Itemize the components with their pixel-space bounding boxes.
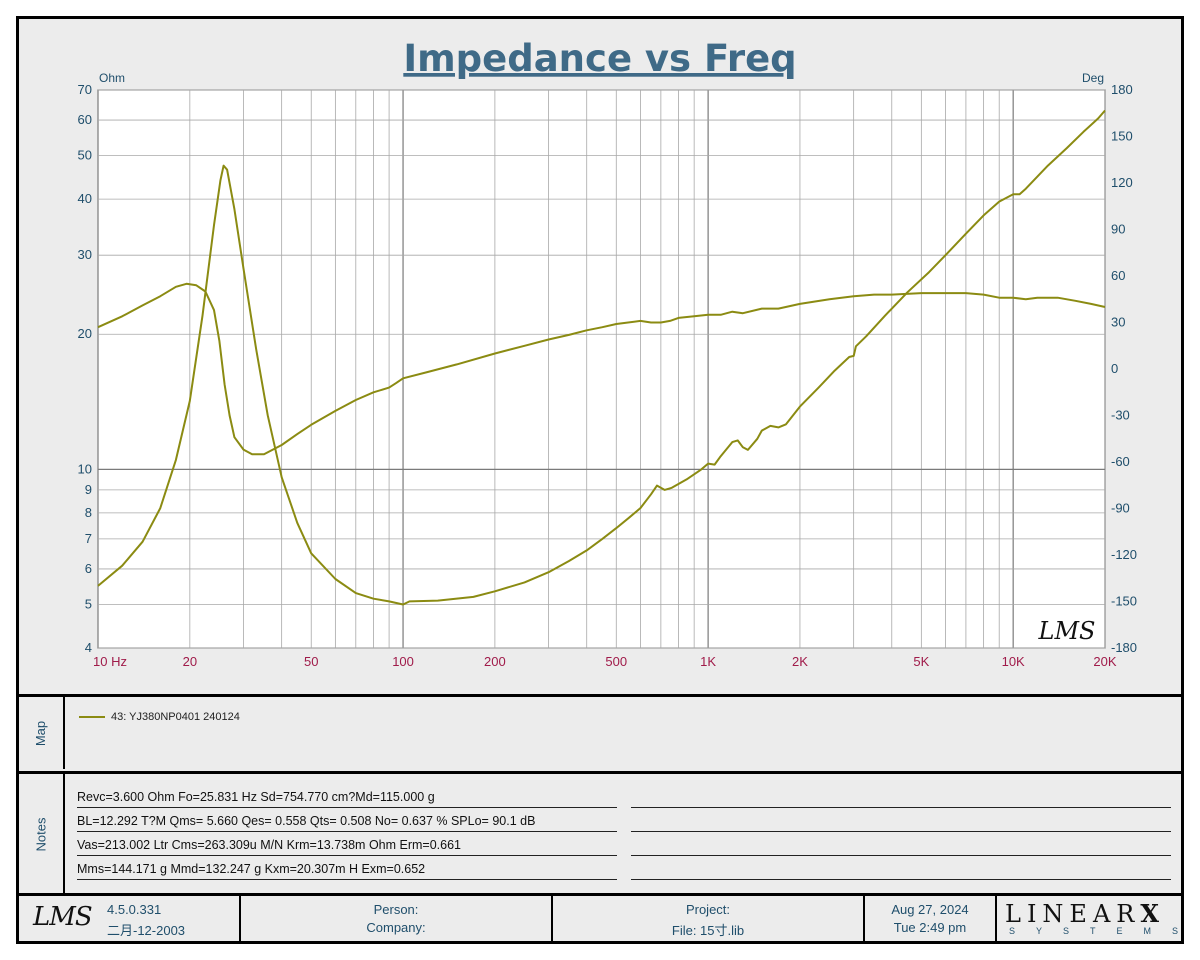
date: Aug 27, 2024 xyxy=(891,902,969,917)
footer-date-cell: Aug 27, 2024 Tue 2:49 pm xyxy=(865,896,997,941)
report-frame: Impedance vs Freq Ohm Deg 10 Hz 20 50 100 20… xyxy=(16,16,1184,944)
legend-label: 43: YJ380NP0401 240124 xyxy=(111,711,240,723)
x-tick-label: 20 xyxy=(183,654,197,669)
y-left-tick-label: 4 xyxy=(85,640,92,655)
note-blank-line xyxy=(631,855,1171,856)
x-tick-label: 50 xyxy=(304,654,318,669)
note-blank-line xyxy=(631,807,1171,808)
x-tick-label: 500 xyxy=(605,654,627,669)
x-tick-label: 2K xyxy=(792,654,808,669)
y-right-tick-label: 120 xyxy=(1111,175,1133,190)
brand-main: LINEAR xyxy=(1005,900,1141,928)
impedance-series-line xyxy=(97,109,1106,606)
phase-series-line xyxy=(97,282,1106,456)
divider xyxy=(19,694,1181,697)
chart-panel: Impedance vs Freq Ohm Deg 10 Hz 20 50 100 20… xyxy=(19,19,1181,697)
note-line-1: Revc=3.600 Ohm Fo=25.831 Hz Sd=754.770 c… xyxy=(77,790,435,804)
y-left-tick-label: 5 xyxy=(85,596,92,611)
legend-entry[interactable]: 43: YJ380NP0401 240124 xyxy=(79,711,240,723)
brand-x: X xyxy=(1140,899,1165,928)
lms-logo: LMS xyxy=(33,902,93,932)
y-right-tick-label: -90 xyxy=(1111,501,1130,516)
note-line-2: BL=12.292 T?M Qms= 5.660 Qes= 0.558 Qts=… xyxy=(77,814,536,828)
grid xyxy=(97,89,1106,649)
y-left-tick-label: 50 xyxy=(78,148,92,163)
y-left-tick-label: 7 xyxy=(85,531,92,546)
file-label: File: 15寸.lib xyxy=(671,923,745,938)
note-underline xyxy=(77,855,617,856)
y-left-tick-label: 40 xyxy=(78,191,92,206)
y-right-tick-label: -60 xyxy=(1111,454,1130,469)
y-left-tick-label: 10 xyxy=(78,461,92,476)
tick-labels: 10 Hz 20 50 100 200 500 1K 2K 5K 10K 20K7060504030… xyxy=(78,82,1138,669)
x-tick-label: 10K xyxy=(1002,654,1025,669)
note-line-4: Mms=144.171 g Mmd=132.247 g Kxm=20.307m … xyxy=(77,862,426,876)
y-right-tick-label: 0 xyxy=(1111,361,1118,376)
map-side-label: Map xyxy=(19,697,65,769)
note-underline xyxy=(77,879,617,880)
y-right-tick-label: 150 xyxy=(1111,129,1133,144)
left-axis-unit: Ohm xyxy=(99,71,125,85)
y-right-tick-label: 90 xyxy=(1111,222,1125,237)
time: Tue 2:49 pm xyxy=(893,920,967,935)
notes-section: Notes Revc=3.600 Ohm Fo=25.831 Hz Sd=754… xyxy=(19,774,1181,894)
x-tick-label: 200 xyxy=(484,654,506,669)
y-left-tick-label: 70 xyxy=(78,82,92,97)
x-tick-label: 5K xyxy=(913,654,929,669)
map-label: Map xyxy=(33,720,49,746)
divider xyxy=(19,893,1181,896)
y-left-tick-label: 20 xyxy=(78,326,92,341)
company-label: Company: xyxy=(366,920,426,935)
footer-project-cell: Project: File: 15寸.lib xyxy=(553,896,865,941)
x-tick-label: 1K xyxy=(700,654,716,669)
y-left-tick-label: 30 xyxy=(78,247,92,262)
footer-version-cell: LMS 4.5.0.331 二月-12-2003 xyxy=(19,896,241,941)
y-left-tick-label: 9 xyxy=(85,482,92,497)
footer: LMS 4.5.0.331 二月-12-2003 Person: Company… xyxy=(19,896,1181,941)
project-label: Project: xyxy=(685,902,731,917)
version: 4.5.0.331 xyxy=(107,902,162,917)
y-right-tick-label: -30 xyxy=(1111,408,1130,423)
x-tick-label: 100 xyxy=(392,654,414,669)
map-section: Map 43: YJ380NP0401 240124 xyxy=(19,697,1181,769)
lms-watermark: LMS xyxy=(1038,617,1096,645)
y-right-tick-label: -150 xyxy=(1111,594,1137,609)
y-right-tick-label: -120 xyxy=(1111,547,1137,562)
impedance-chart: Impedance vs Freq Ohm Deg 10 Hz 20 50 100 20… xyxy=(78,37,1138,669)
note-line-3: Vas=213.002 Ltr Cms=263.309u M/N Krm=13.… xyxy=(77,838,461,852)
notes-label: Notes xyxy=(33,817,49,851)
x-tick-label: 20K xyxy=(1093,654,1116,669)
brand-sub: SYSTEMS xyxy=(1009,926,1200,936)
build-date: 二月-12-2003 xyxy=(107,923,186,938)
y-left-tick-label: 60 xyxy=(78,112,92,127)
y-left-tick-label: 6 xyxy=(85,561,92,576)
footer-brand-cell: LINEARX SYSTEMS xyxy=(997,896,1181,941)
note-blank-line xyxy=(631,879,1171,880)
legend-swatch xyxy=(79,716,105,718)
person-label: Person: xyxy=(373,902,419,917)
y-left-tick-label: 8 xyxy=(85,505,92,520)
x-tick-label: 10 Hz xyxy=(93,654,127,669)
footer-person-cell: Person: Company: xyxy=(241,896,553,941)
note-underline xyxy=(77,831,617,832)
divider xyxy=(19,771,1181,774)
note-blank-line xyxy=(631,831,1171,832)
chart-title: Impedance vs Freq xyxy=(403,37,796,80)
plot-area xyxy=(97,89,1106,649)
notes-side-label: Notes xyxy=(19,774,65,894)
y-right-tick-label: 60 xyxy=(1111,268,1125,283)
y-right-tick-label: 180 xyxy=(1111,82,1133,97)
note-underline xyxy=(77,807,617,808)
right-axis-unit: Deg xyxy=(1082,71,1104,85)
linearx-logo: LINEARX xyxy=(1005,899,1165,928)
y-right-tick-label: -180 xyxy=(1111,640,1137,655)
y-right-tick-label: 30 xyxy=(1111,315,1125,330)
series-group xyxy=(97,109,1106,606)
